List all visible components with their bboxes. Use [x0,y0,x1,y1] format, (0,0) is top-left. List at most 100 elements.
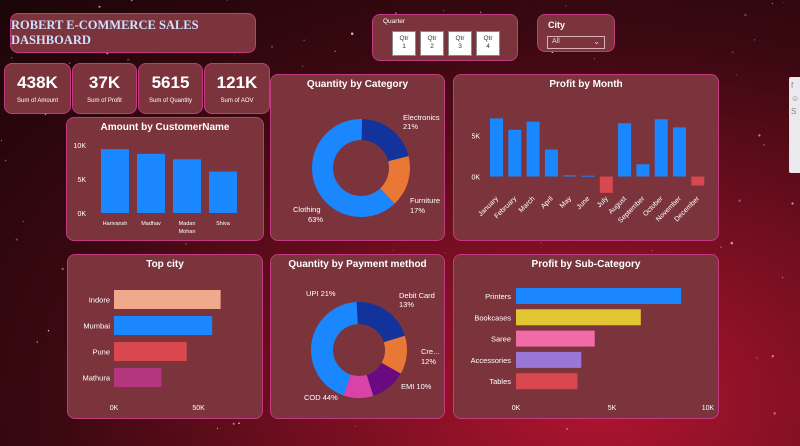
slice-label: COD 44% [304,393,338,402]
donut-slice [366,362,401,396]
star-dot [234,54,235,56]
slice-label: UPI 21% [306,289,336,298]
star-dot [771,2,774,5]
chevron-down-icon: ⌄ [593,37,600,46]
slice-label: Debit Card [399,291,435,300]
star-dot [185,243,187,245]
slice-label: Cre... [421,347,439,356]
star-dot [354,425,356,427]
slice-label: EMI 10% [401,382,432,391]
kpi-value: 121K [216,73,258,92]
city-dropdown-value: All [552,38,560,45]
slice-label: 17% [410,206,425,215]
star-dot [36,341,38,343]
bar [516,309,641,326]
kpi-label: Sum of Profit [87,98,122,104]
y-tick-label: Pune [92,348,110,357]
star-dot [791,202,794,205]
y-tick-label: Indore [89,296,110,305]
star-dot [216,427,219,430]
quantity-by-category-card: Quantity by Category Electronics 21% Furni… [270,74,445,241]
star-dot [15,238,18,241]
city-slicer-label: City [548,20,566,30]
top-city-chart: Indore Mumbai Pune Mathura 0K 50K [82,290,221,412]
slice-label: 63% [308,215,323,224]
x-tick-label: Shiva [216,221,231,227]
chart-title: Quantity by Category [306,79,409,90]
dashboard-title: ROBERT E-COMMERCE SALES DASHBOARD [11,18,199,47]
y-tick-label: 5K [471,134,480,141]
star-dot [391,249,393,251]
star-dot [651,249,653,251]
star-dot [744,13,747,17]
y-tick-label: Printers [485,292,511,301]
y-tick-label: 5K [77,177,86,184]
quarter-button-4[interactable]: Qtr 4 [476,31,500,56]
x-tick-label: 50K [192,405,205,412]
y-tick-label: Tables [489,377,511,386]
bar [114,290,221,309]
star-dot [773,412,776,415]
kpi-card-amount: 438K Sum of Amount [4,63,71,114]
x-tick-label: Madhav [141,221,161,227]
star-dot [61,267,64,271]
star-dot [47,330,50,332]
bar [691,176,705,186]
star-dot [479,11,482,14]
chart-title: Profit by Sub-Category [531,259,641,270]
star-dot [720,246,722,248]
bar [526,121,540,177]
side-panel-strip[interactable]: f ☺ S [789,77,800,173]
quarter-slicer-label: Quarter [383,18,406,25]
donut-slice [343,374,374,398]
star-dot [0,140,3,142]
scrollbar[interactable] [777,0,783,446]
star-dot [540,241,542,243]
star-dot [350,32,354,35]
bar [654,119,668,177]
bar [490,118,503,177]
top-city-card: Top city Indore Mumbai Pune Mathura 0K 50K [67,254,263,419]
star-dot [271,45,273,48]
star-dot [302,65,304,67]
star-dot [238,422,240,425]
slice-label: Electronics [403,113,440,122]
bar [563,175,577,177]
x-tick-label: 0K [110,405,119,412]
y-tick-label: Mathura [82,374,110,383]
slice-label: Clothing [293,205,321,214]
quarter-button-3[interactable]: Qtr 3 [448,31,472,56]
bar [618,123,632,177]
y-tick-label: Mumbai [83,322,110,331]
dashboard-title-card: ROBERT E-COMMERCE SALES DASHBOARD [10,13,256,53]
side-strip-item[interactable]: ☺ [791,94,800,103]
bar [508,129,522,177]
x-tick-label: June [576,195,592,211]
bar [516,330,595,347]
bar [636,164,650,177]
x-tick-label: Madan [179,221,196,227]
quantity-by-payment-card: Quantity by Payment method UPI 21% Debit … [270,254,445,419]
y-tick-label: Accessories [471,356,512,365]
y-tick-label: 0K [471,175,480,182]
star-dot [565,5,567,7]
city-dropdown[interactable]: All ⌄ [547,36,605,49]
bar [544,149,558,177]
star-dot [226,0,228,1]
donut-slice [361,119,409,162]
star-dot [771,354,775,358]
quarter-button-1[interactable]: Qtr 1 [392,31,416,56]
bar [516,351,582,368]
star-dot [738,199,741,202]
side-strip-item[interactable]: S [791,107,797,116]
bar [673,127,686,177]
slice-label: 12% [421,357,436,366]
star-dot [753,39,756,41]
star-dot [566,428,568,430]
x-tick-label: July [596,195,610,209]
quarter-button-2[interactable]: Qtr 2 [420,31,444,56]
x-tick-label: Mohan [179,229,196,235]
star-dot [444,252,446,254]
side-strip-item[interactable]: f [791,81,794,90]
kpi-card-quantity: 5615 Sum of Quantity [138,63,203,114]
